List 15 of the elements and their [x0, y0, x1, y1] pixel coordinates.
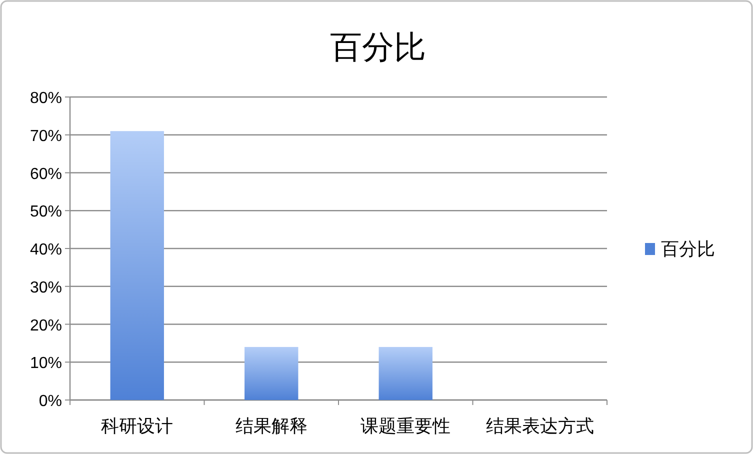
legend-label: 百分比	[661, 239, 715, 259]
y-tick-label: 80%	[30, 90, 62, 107]
y-tick-label: 30%	[30, 279, 62, 296]
chart-title: 百分比	[330, 29, 426, 65]
y-tick-label: 0%	[38, 393, 62, 410]
y-tick-label: 20%	[30, 317, 62, 334]
y-tick-label: 50%	[30, 204, 62, 221]
y-tick-label: 70%	[30, 128, 62, 145]
x-tick-label: 结果解释	[235, 416, 308, 436]
x-tick-label: 科研设计	[101, 416, 174, 436]
x-tick-label: 课题重要性	[360, 416, 451, 436]
y-tick-label: 10%	[30, 355, 62, 372]
y-tick-label: 60%	[30, 166, 62, 183]
x-tick-label: 结果表达方式	[486, 416, 594, 436]
y-tick-label: 40%	[30, 242, 62, 258]
